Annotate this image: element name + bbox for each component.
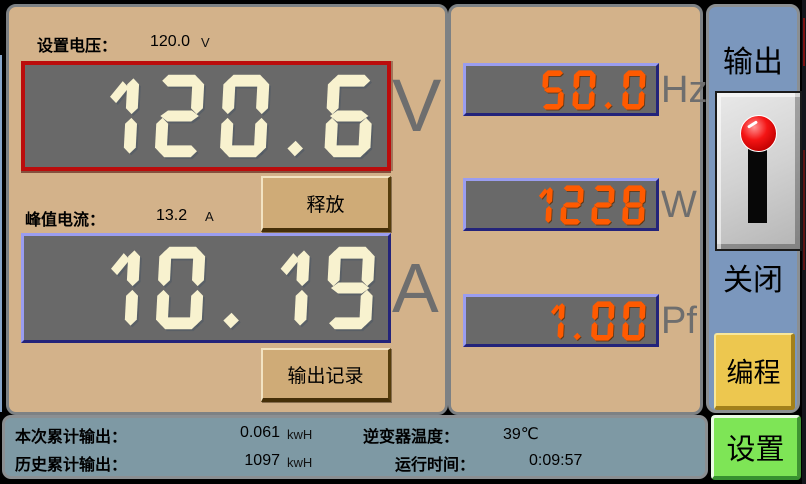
settings-button[interactable]: 设置 <box>711 415 801 480</box>
output-control-panel: 输出 关闭 编程 <box>706 4 802 413</box>
power-unit-letter: W <box>661 184 697 226</box>
power-factor-unit-letter: Pf <box>661 300 697 342</box>
power-factor-display <box>463 294 659 347</box>
output-record-button[interactable]: 输出记录 <box>261 348 391 402</box>
voltage-unit-letter: V <box>392 64 442 147</box>
runtime-label: 运行时间： <box>395 457 476 474</box>
screen-right-red-sliver-2 <box>803 150 805 270</box>
toggle-knob-red <box>740 115 777 152</box>
peak-current-unit: A <box>205 209 214 224</box>
set-voltage-label: 设置电压： <box>37 38 118 55</box>
current-display <box>21 233 391 343</box>
status-bar: 本次累计输出： 0.061 kwH 逆变器温度： 39℃ 历史累计输出： 109… <box>2 415 708 479</box>
inverter-temp-value: 39℃ <box>503 426 539 443</box>
measurements-panel: Hz W Pf <box>448 4 707 415</box>
release-button[interactable]: 释放 <box>261 176 391 232</box>
history-output-value: 1097 <box>244 452 280 469</box>
current-unit-letter: A <box>392 249 439 327</box>
output-record-button-label: 输出记录 <box>287 365 364 387</box>
runtime-value: 0:09:57 <box>529 452 583 469</box>
program-button[interactable]: 编程 <box>714 333 795 410</box>
frequency-unit-letter: Hz <box>661 69 708 111</box>
settings-button-label: 设置 <box>726 434 785 466</box>
set-voltage-value: 120.0 <box>150 33 191 50</box>
output-label: 输出 <box>723 46 783 79</box>
release-button-label: 释放 <box>306 194 345 216</box>
switch-state-label: 关闭 <box>723 264 783 297</box>
session-output-value: 0.061 <box>239 424 280 441</box>
set-voltage-unit: V <box>201 35 210 50</box>
screen-right-red-sliver <box>803 18 805 66</box>
inverter-temp-label: 逆变器温度： <box>363 429 460 446</box>
program-button-label: 编程 <box>726 358 781 388</box>
history-output-unit: kwH <box>287 455 313 470</box>
voltage-display <box>21 61 391 171</box>
output-toggle-switch[interactable] <box>715 91 802 251</box>
session-output-label: 本次累计输出： <box>15 429 128 446</box>
peak-current-value: 13.2 <box>156 207 188 224</box>
frequency-display <box>463 63 659 116</box>
peak-current-label: 峰值电流： <box>25 212 106 229</box>
screen-left-edge-highlight <box>0 55 2 412</box>
voltage-current-panel: 设置电压： 120.0 V V 释放 峰值电流： 13.2 A A 输出记录 <box>6 4 448 415</box>
history-output-label: 历史累计输出： <box>15 457 128 474</box>
session-output-unit: kwH <box>287 427 313 442</box>
toggle-stick <box>748 149 767 223</box>
power-display <box>463 178 659 231</box>
